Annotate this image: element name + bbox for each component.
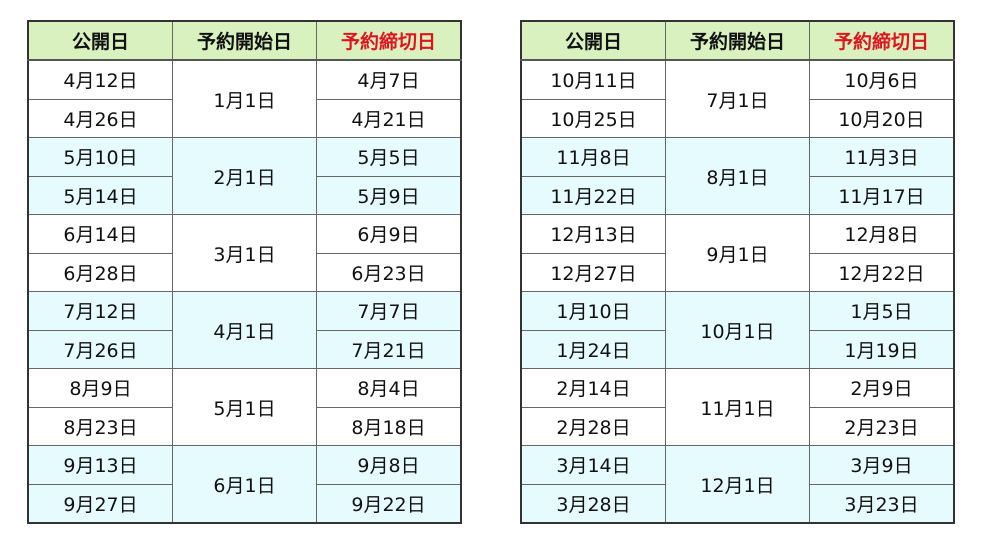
table-row: 6月14日 3月1日 6月9日 — [27, 214, 462, 292]
table-row: 7月26日 7月21日 — [27, 329, 462, 369]
table-row: 7月12日 4月1日 7月7日 — [27, 291, 462, 369]
reservation-deadline-cell: 1月19日 — [809, 329, 955, 369]
table-row: 1月10日 10月1日 1月5日 — [520, 291, 955, 369]
header-row: 公開日 予約開始日 予約締切日 — [520, 20, 955, 61]
reservation-deadline-cell: 8月4日 — [316, 368, 462, 408]
reservation-deadline-cell: 10月6日 — [809, 59, 955, 100]
reservation-deadline-cell: 2月23日 — [809, 406, 955, 446]
reservation-deadline-cell: 9月22日 — [316, 483, 462, 524]
release-date-cell: 1月10日 — [520, 291, 666, 331]
reservation-start-cell: 11月1日 — [665, 368, 810, 446]
release-date-cell: 4月26日 — [27, 98, 173, 138]
release-date-cell: 5月14日 — [27, 175, 173, 215]
reservation-deadline-cell: 11月17日 — [809, 175, 955, 215]
release-date-cell: 1月24日 — [520, 329, 666, 369]
reservation-start-cell: 9月1日 — [665, 214, 810, 292]
reservation-start-cell: 2月1日 — [172, 137, 317, 215]
header-reservation-start-date: 予約開始日 — [172, 20, 317, 61]
reservation-deadline-cell: 7月21日 — [316, 329, 462, 369]
reservation-deadline-cell: 8月18日 — [316, 406, 462, 446]
release-date-cell: 10月11日 — [520, 59, 666, 100]
release-date-cell: 4月12日 — [27, 59, 173, 100]
header-reservation-deadline: 予約締切日 — [809, 20, 955, 61]
reservation-start-cell: 7月1日 — [665, 59, 810, 138]
table-row: 5月10日 2月1日 5月5日 — [27, 137, 462, 215]
header-reservation-start-date: 予約開始日 — [665, 20, 810, 61]
table-row: 5月14日 5月9日 — [27, 175, 462, 215]
reservation-deadline-cell: 4月21日 — [316, 98, 462, 138]
release-date-cell: 12月27日 — [520, 252, 666, 292]
table-row: 3月14日 12月1日 3月9日 — [520, 445, 955, 524]
release-date-cell: 7月12日 — [27, 291, 173, 331]
release-date-cell: 5月10日 — [27, 137, 173, 177]
reservation-deadline-cell: 12月8日 — [809, 214, 955, 254]
table-row: 9月27日 9月22日 — [27, 483, 462, 524]
reservation-deadline-cell: 6月23日 — [316, 252, 462, 292]
reservation-start-cell: 6月1日 — [172, 445, 317, 524]
release-date-cell: 9月13日 — [27, 445, 173, 485]
table-row: 8月9日 5月1日 8月4日 — [27, 368, 462, 446]
release-date-cell: 2月14日 — [520, 368, 666, 408]
reservation-deadline-cell: 7月7日 — [316, 291, 462, 331]
header-release-date: 公開日 — [27, 20, 173, 61]
header-reservation-deadline: 予約締切日 — [316, 20, 462, 61]
reservation-deadline-cell: 12月22日 — [809, 252, 955, 292]
reservation-deadline-cell: 2月9日 — [809, 368, 955, 408]
header-row: 公開日 予約開始日 予約締切日 — [27, 20, 462, 61]
table-row: 1月24日 1月19日 — [520, 329, 955, 369]
table-row: 10月25日 10月20日 — [520, 98, 955, 138]
reservation-start-cell: 10月1日 — [665, 291, 810, 369]
release-date-cell: 6月28日 — [27, 252, 173, 292]
release-date-cell: 3月28日 — [520, 483, 666, 524]
release-date-cell: 7月26日 — [27, 329, 173, 369]
reservation-deadline-cell: 3月23日 — [809, 483, 955, 524]
table-row: 9月13日 6月1日 9月8日 — [27, 445, 462, 524]
reservation-start-cell: 8月1日 — [665, 137, 810, 215]
reservation-deadline-cell: 11月3日 — [809, 137, 955, 177]
reservation-start-cell: 3月1日 — [172, 214, 317, 292]
table-row: 3月28日 3月23日 — [520, 483, 955, 524]
reservation-start-cell: 4月1日 — [172, 291, 317, 369]
release-date-cell: 3月14日 — [520, 445, 666, 485]
table-row: 11月8日 8月1日 11月3日 — [520, 137, 955, 215]
release-date-cell: 9月27日 — [27, 483, 173, 524]
reservation-deadline-cell: 9月8日 — [316, 445, 462, 485]
release-date-cell: 10月25日 — [520, 98, 666, 138]
table-row: 11月22日 11月17日 — [520, 175, 955, 215]
reservation-start-cell: 1月1日 — [172, 59, 317, 138]
reservation-deadline-cell: 1月5日 — [809, 291, 955, 331]
release-date-cell: 6月14日 — [27, 214, 173, 254]
reservation-deadline-cell: 4月7日 — [316, 59, 462, 100]
header-release-date: 公開日 — [520, 20, 666, 61]
reservation-deadline-cell: 3月9日 — [809, 445, 955, 485]
schedule-table-right: 公開日 予約開始日 予約締切日 10月11日 7月1日 10月6日 10月25日 10月20日… — [520, 20, 955, 524]
table-row: 12月13日 9月1日 12月8日 — [520, 214, 955, 292]
table-row: 6月28日 6月23日 — [27, 252, 462, 292]
table-row: 4月26日 4月21日 — [27, 98, 462, 138]
release-date-cell: 11月22日 — [520, 175, 666, 215]
table-row: 10月11日 7月1日 10月6日 — [520, 59, 955, 138]
table-row: 4月12日 1月1日 4月7日 — [27, 59, 462, 138]
release-date-cell: 8月23日 — [27, 406, 173, 446]
table-row: 12月27日 12月22日 — [520, 252, 955, 292]
release-date-cell: 8月9日 — [27, 368, 173, 408]
reservation-deadline-cell: 5月5日 — [316, 137, 462, 177]
reservation-deadline-cell: 5月9日 — [316, 175, 462, 215]
reservation-start-cell: 5月1日 — [172, 368, 317, 446]
reservation-start-cell: 12月1日 — [665, 445, 810, 524]
release-date-cell: 2月28日 — [520, 406, 666, 446]
schedule-table-left: 公開日 予約開始日 予約締切日 4月12日 1月1日 4月7日 4月26日 4月21日 5月10… — [27, 20, 462, 524]
release-date-cell: 12月13日 — [520, 214, 666, 254]
table-row: 8月23日 8月18日 — [27, 406, 462, 446]
table-row: 2月14日 11月1日 2月9日 — [520, 368, 955, 446]
release-date-cell: 11月8日 — [520, 137, 666, 177]
table-row: 2月28日 2月23日 — [520, 406, 955, 446]
reservation-deadline-cell: 10月20日 — [809, 98, 955, 138]
reservation-deadline-cell: 6月9日 — [316, 214, 462, 254]
